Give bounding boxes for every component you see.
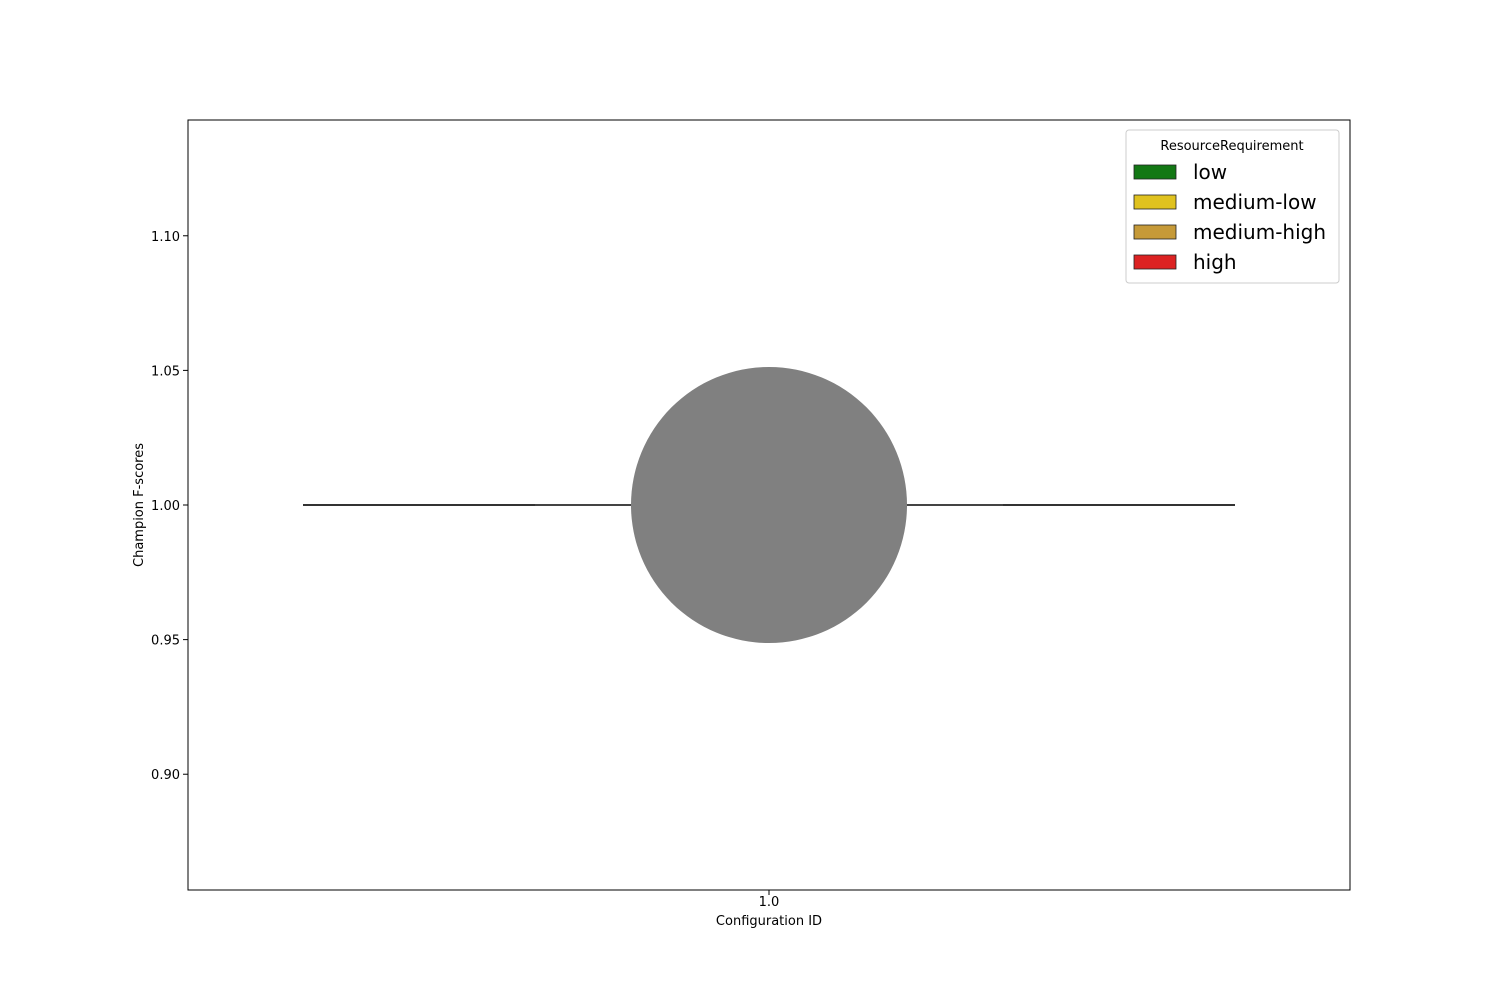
y-tick-label: 1.00 <box>151 499 180 514</box>
y-tick-label: 0.90 <box>151 768 180 783</box>
y-tick-label: 1.10 <box>151 230 180 245</box>
legend-label: medium-low <box>1193 190 1317 214</box>
x-axis-label: Configuration ID <box>716 914 822 929</box>
plot-area <box>303 367 1235 643</box>
legend-label: high <box>1193 250 1237 274</box>
legend: ResourceRequirement low medium-low medium-… <box>1125 129 1340 284</box>
y-axis-label: Champion F-scores <box>132 443 147 567</box>
x-tick-label: 1.0 <box>759 895 780 910</box>
legend-label: medium-high <box>1193 220 1326 244</box>
legend-swatch <box>1133 194 1177 210</box>
legend-swatch <box>1133 164 1177 180</box>
legend-box <box>1125 129 1340 284</box>
legend-swatch <box>1133 224 1177 240</box>
y-tick-label: 0.95 <box>151 634 180 649</box>
median-point <box>631 367 907 643</box>
legend-label: low <box>1193 160 1227 184</box>
x-axis: 1.0 <box>759 890 780 910</box>
legend-title: ResourceRequirement <box>1160 139 1303 154</box>
y-axis: 0.90 0.95 1.00 1.05 1.10 <box>151 230 188 783</box>
legend-swatch <box>1133 254 1177 270</box>
y-tick-label: 1.05 <box>151 364 180 379</box>
